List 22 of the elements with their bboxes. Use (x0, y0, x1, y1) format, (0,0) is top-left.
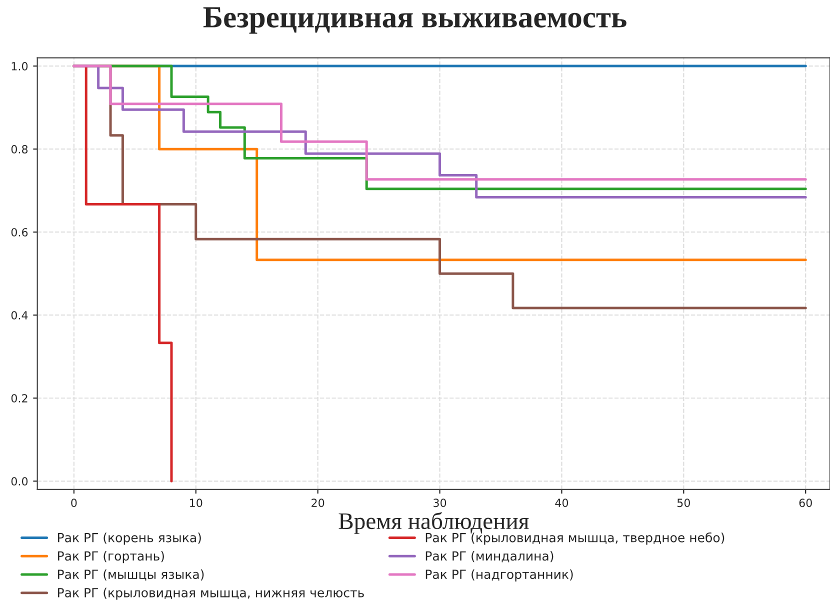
legend-label: Рак РГ (надгортанник) (426, 569, 573, 582)
legend-label: Рак РГ (мышцы языка) (58, 569, 204, 581)
legend-label: Рак РГ (крыловидная мышца, твердное небо) (426, 532, 724, 545)
legend-label: Рак РГ (миндалина) (426, 551, 554, 562)
x-axis-title: Время наблюдения (338, 512, 529, 534)
x-tick-label: 20 (312, 498, 324, 508)
x-tick-label: 50 (677, 498, 690, 508)
legend-label: Рак РГ (корень языка) (58, 532, 201, 545)
chart-title: Безрецидивная выживаемость (203, 7, 626, 34)
x-tick-label: 30 (434, 498, 446, 508)
y-tick-label: 0.6 (11, 228, 28, 236)
x-tick-label: 10 (190, 498, 202, 508)
x-tick-label: 60 (799, 498, 812, 508)
x-tick-label: 40 (555, 498, 568, 508)
y-tick-label: 0.8 (11, 145, 28, 154)
y-tick-label: 0.4 (11, 311, 28, 320)
legend-label: Рак РГ (гортань) (58, 551, 164, 564)
y-tick-label: 0.0 (11, 477, 28, 486)
x-tick-label: 0 (71, 498, 77, 508)
y-tick-label: 0.2 (11, 394, 28, 402)
y-tick-label: 1.0 (12, 62, 28, 70)
legend-label: Рак РГ (крыловидная мышца, нижняя челюсть (58, 588, 364, 600)
